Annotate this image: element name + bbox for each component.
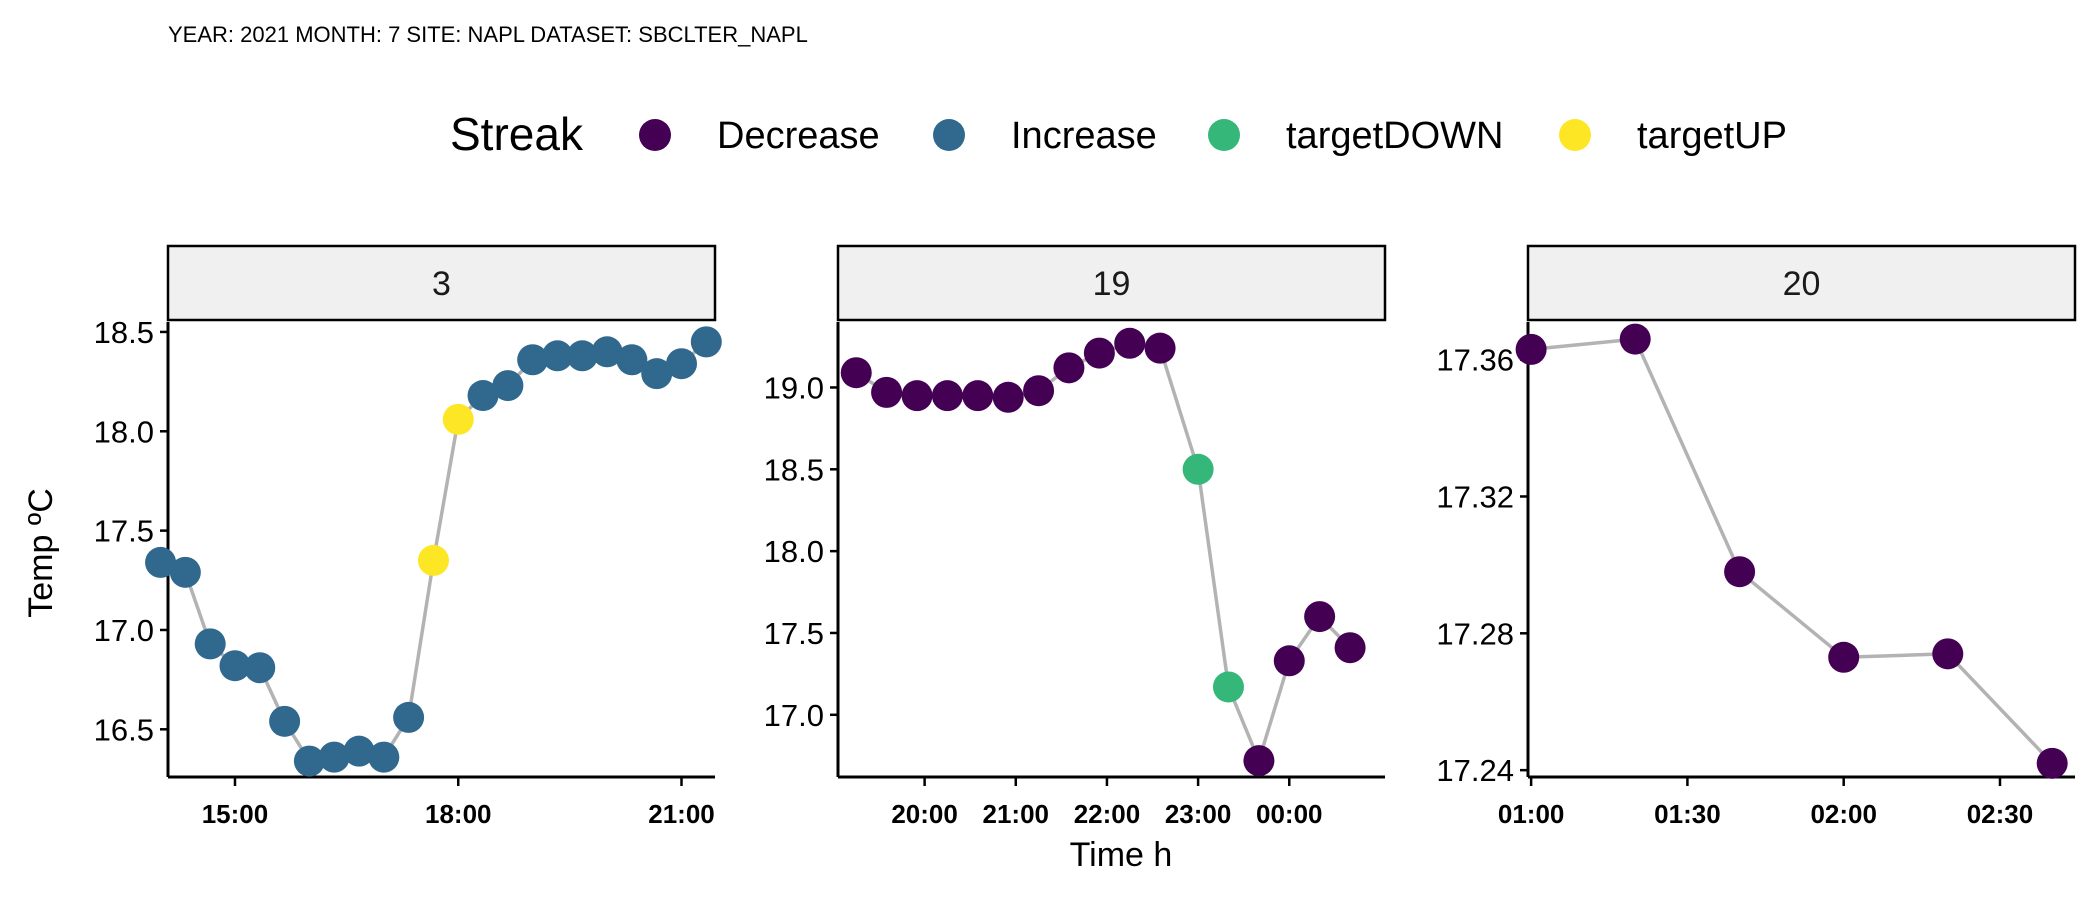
legend-label-targetup: targetUP <box>1637 115 1787 157</box>
x-tick-label: 01:30 <box>1654 799 1721 829</box>
data-point-decrease <box>1515 333 1547 365</box>
data-point-targetdown <box>1212 671 1244 703</box>
data-point-targetdown <box>1182 453 1214 485</box>
x-tick-label: 20:00 <box>891 799 958 829</box>
data-point-decrease <box>1619 323 1651 355</box>
y-tick-label: 17.5 <box>764 616 824 651</box>
y-tick-label: 18.5 <box>764 452 824 487</box>
facet-strip-label: 3 <box>432 265 451 303</box>
facet-strip-label: 20 <box>1783 265 1821 303</box>
data-point-increase <box>343 735 375 767</box>
panel-20: 20 17.24 17.28 17.32 17.36 01:00 01:30 02:00 02:… <box>1436 244 2077 829</box>
y-tick-label: 18.0 <box>94 414 154 449</box>
legend-key-targetup <box>1559 119 1591 151</box>
legend-key-increase <box>933 119 965 151</box>
data-point-increase <box>616 344 648 376</box>
data-point-increase <box>368 741 400 773</box>
y-tick-label: 17.5 <box>94 514 154 549</box>
data-point-targetup <box>417 544 449 576</box>
data-point-decrease <box>1273 645 1305 677</box>
facet-strip <box>1526 244 2077 322</box>
facet-strip <box>166 244 717 322</box>
facet-strip-label: 19 <box>1093 265 1131 303</box>
data-point-increase <box>169 556 201 588</box>
y-tick-label: 16.5 <box>94 712 154 747</box>
chart-subtitle: YEAR: 2021 MONTH: 7 SITE: NAPL DATASET: … <box>168 22 808 47</box>
panel-3: 3 16.5 17.0 17.5 18.0 18.5 15:00 18:00 21:00 <box>94 244 722 829</box>
data-point-increase <box>591 336 623 368</box>
data-point-increase <box>244 652 276 684</box>
legend-key-targetdown <box>1208 119 1240 151</box>
data-point-targetup <box>442 403 474 435</box>
y-tick-label: 17.32 <box>1436 479 1514 514</box>
data-point-decrease <box>1144 332 1176 364</box>
y-tick-label: 17.0 <box>764 698 824 733</box>
data-point-decrease <box>1334 632 1366 664</box>
data-point-increase <box>219 650 251 682</box>
data-point-increase <box>318 741 350 773</box>
data-point-decrease <box>871 376 903 408</box>
data-point-decrease <box>1828 641 1860 673</box>
y-tick-label: 17.24 <box>1436 753 1514 788</box>
x-tick-label: 02:30 <box>1967 799 2034 829</box>
data-point-decrease <box>1304 601 1336 633</box>
data-point-decrease <box>1083 337 1115 369</box>
data-point-increase <box>194 628 226 660</box>
data-point-increase <box>566 340 598 372</box>
data-point-decrease <box>1932 638 1964 670</box>
x-tick-label: 00:00 <box>1256 799 1323 829</box>
data-point-decrease <box>1724 556 1756 588</box>
data-point-decrease <box>1243 745 1275 777</box>
legend-title: Streak <box>450 108 584 160</box>
panel-19: 19 17.0 17.5 18.0 18.5 19.0 20:00 21:00 22:00 23:… <box>764 244 1387 829</box>
y-tick-label: 17.0 <box>94 613 154 648</box>
x-tick-label: 22:00 <box>1074 799 1141 829</box>
legend-label-decrease: Decrease <box>717 115 880 157</box>
data-point-increase <box>666 348 698 380</box>
data-point-increase <box>641 358 673 390</box>
x-tick-label: 21:00 <box>983 799 1050 829</box>
y-tick-label: 19.0 <box>764 370 824 405</box>
series-line <box>1530 337 2054 765</box>
x-tick-label: 15:00 <box>202 799 269 829</box>
data-point-increase <box>145 546 177 578</box>
data-point-decrease <box>2036 747 2068 779</box>
facet-strip <box>836 244 1387 322</box>
chart-panels: 3 16.5 17.0 17.5 18.0 18.5 15:00 18:00 21:00 19 17… <box>94 244 2077 829</box>
legend: Streak Decrease Increase targetDOWN targetUP <box>450 108 1787 160</box>
data-point-decrease <box>931 380 963 412</box>
data-point-increase <box>293 745 325 777</box>
data-point-decrease <box>962 380 994 412</box>
x-tick-label: 02:00 <box>1810 799 1877 829</box>
data-point-decrease <box>901 380 933 412</box>
data-point-increase <box>393 701 425 733</box>
data-point-decrease <box>1114 327 1146 359</box>
x-tick-label: 18:00 <box>425 799 492 829</box>
data-point-increase <box>467 380 499 412</box>
y-tick-label: 17.28 <box>1436 616 1514 651</box>
legend-key-decrease <box>639 119 671 151</box>
legend-label-increase: Increase <box>1011 115 1157 157</box>
data-point-decrease <box>1053 352 1085 384</box>
y-tick-label: 17.36 <box>1436 343 1514 378</box>
series-line <box>855 341 1352 763</box>
data-point-decrease <box>840 357 872 389</box>
x-tick-label: 01:00 <box>1498 799 1565 829</box>
y-tick-label: 18.5 <box>94 315 154 350</box>
data-point-increase <box>690 326 722 358</box>
legend-label-targetdown: targetDOWN <box>1286 115 1503 157</box>
x-axis-title: Time h <box>1070 836 1173 874</box>
x-tick-label: 21:00 <box>648 799 715 829</box>
data-point-increase <box>492 370 524 402</box>
x-tick-label: 23:00 <box>1165 799 1232 829</box>
data-point-increase <box>517 344 549 376</box>
y-tick-label: 18.0 <box>764 534 824 569</box>
y-axis-title: Temp ºC <box>22 488 60 618</box>
data-point-decrease <box>1023 375 1055 407</box>
data-point-increase <box>541 340 573 372</box>
data-point-increase <box>269 705 301 737</box>
data-point-decrease <box>992 381 1024 413</box>
